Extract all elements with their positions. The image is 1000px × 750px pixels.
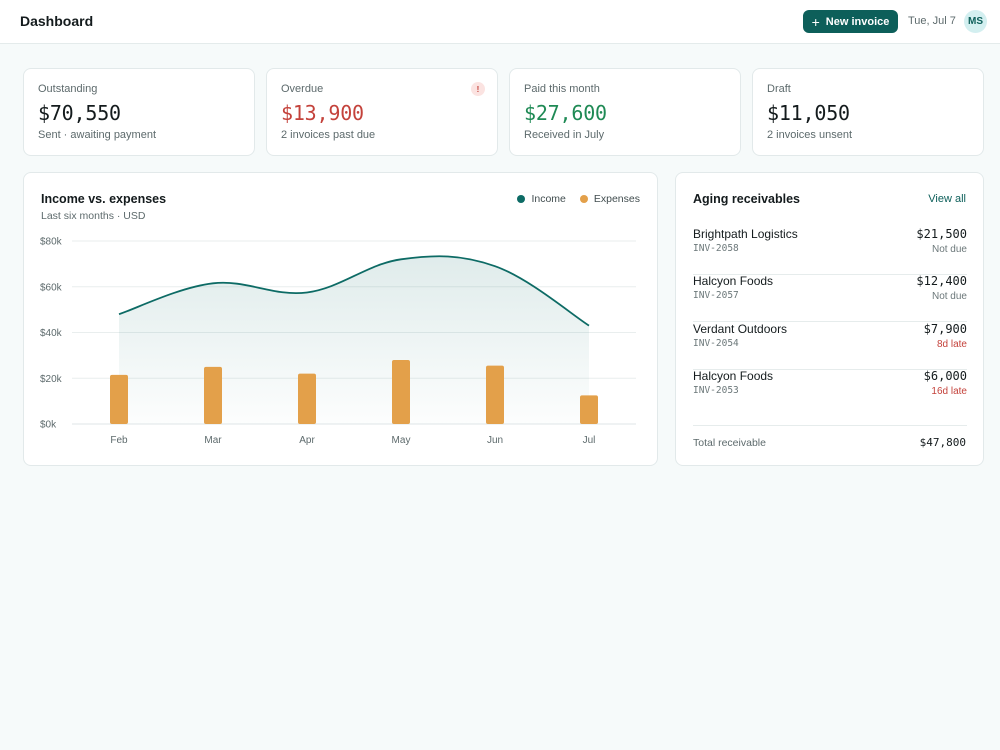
- row-status: Not due: [931, 291, 967, 302]
- chart-legend: Income Expenses: [517, 193, 640, 205]
- stat-card-overdue: Overdue ! $13,900 2 invoices past due: [266, 68, 498, 156]
- stat-label: Overdue: [281, 83, 324, 95]
- y-tick-label: $80k: [40, 237, 63, 248]
- stat-value: $27,600: [524, 101, 607, 125]
- y-tick-label: $0k: [40, 420, 57, 431]
- chart-subtitle: Last six months · USD: [41, 210, 146, 222]
- row-amount: $7,900: [923, 322, 967, 336]
- page-title: Dashboard: [20, 13, 94, 29]
- legend-expenses: Expenses: [579, 193, 640, 205]
- stat-value: $70,550: [38, 101, 121, 125]
- row-amount: $12,400: [916, 274, 967, 288]
- aging-row[interactable]: Halcyon Foods INV-2057 $12,400 Not due: [693, 274, 967, 322]
- stat-subtext: 2 invoices unsent: [767, 129, 852, 141]
- row-status: Not due: [931, 244, 967, 255]
- avatar[interactable]: MS: [964, 10, 987, 33]
- income-expenses-chart: $0k $20k $40k $60k $80k Feb Mar Apr May Jun Jul: [40, 237, 636, 446]
- y-tick-label: $60k: [40, 282, 63, 293]
- income-area: [119, 256, 589, 424]
- stat-label: Paid this month: [524, 83, 600, 95]
- income-line: [118, 255, 590, 327]
- expense-bar: [580, 395, 598, 424]
- legend-income-label: Income: [531, 193, 566, 205]
- y-tick-label: $40k: [40, 328, 63, 339]
- stat-card-paid: Paid this month $27,600 Received in July: [509, 68, 741, 156]
- income-expenses-card: Income vs. expenses Last six months · US…: [23, 172, 658, 466]
- aging-row[interactable]: Halcyon Foods INV-2053 $6,000 16d late: [693, 369, 967, 417]
- x-tick-label: Jun: [487, 435, 503, 446]
- row-client: Halcyon Foods: [693, 274, 774, 288]
- expense-bar: [110, 374, 128, 424]
- new-invoice-button[interactable]: + New invoice: [803, 10, 898, 33]
- x-tick-label: Mar: [204, 435, 222, 446]
- expenses-dot-icon: [579, 195, 588, 203]
- stat-label: Outstanding: [38, 83, 98, 95]
- x-tick-label: Jul: [583, 435, 596, 446]
- stat-subtext: Received in July: [524, 129, 605, 141]
- y-tick-label: $20k: [40, 374, 63, 385]
- row-amount: $6,000: [923, 369, 967, 383]
- alert-icon: !: [471, 82, 485, 96]
- total-divider: [693, 425, 967, 426]
- aging-title: Aging receivables: [693, 192, 800, 206]
- stat-value: $11,050: [767, 101, 850, 125]
- x-tick-label: Apr: [299, 435, 315, 446]
- aging-row[interactable]: Brightpath Logistics INV-2058 $21,500 No…: [693, 227, 967, 275]
- row-amount: $21,500: [916, 227, 967, 241]
- row-client: Brightpath Logistics: [693, 227, 798, 241]
- row-invoice: INV-2058: [693, 243, 739, 254]
- row-status: 8d late: [936, 339, 967, 350]
- stat-subtext: 2 invoices past due: [281, 129, 376, 141]
- legend-income: Income: [517, 193, 566, 205]
- row-status: 16d late: [931, 386, 967, 397]
- new-invoice-label: New invoice: [825, 15, 890, 28]
- stat-value: $13,900: [281, 101, 364, 125]
- expense-bar: [298, 373, 316, 424]
- stat-label: Draft: [767, 83, 791, 95]
- x-tick-label: May: [392, 435, 411, 446]
- plus-icon: +: [811, 13, 820, 30]
- top-bar: Dashboard + New invoice Tue, Jul 7 MS: [0, 0, 1000, 44]
- current-date: Tue, Jul 7: [908, 15, 956, 27]
- stat-subtext: Sent · awaiting payment: [38, 129, 157, 141]
- row-invoice: INV-2054: [693, 338, 739, 349]
- stat-card-outstanding: Outstanding $70,550 Sent · awaiting paym…: [23, 68, 255, 156]
- stat-card-draft: Draft $11,050 2 invoices unsent: [752, 68, 984, 156]
- view-all-link[interactable]: View all: [928, 193, 966, 205]
- row-client: Verdant Outdoors: [693, 322, 788, 336]
- row-client: Halcyon Foods: [693, 369, 774, 383]
- total-receivable-amount: $47,800: [919, 436, 966, 449]
- legend-expenses-label: Expenses: [593, 193, 640, 205]
- total-receivable-label: Total receivable: [693, 437, 766, 449]
- chart-title: Income vs. expenses: [41, 192, 167, 206]
- expense-bar: [486, 365, 504, 424]
- row-invoice: INV-2057: [693, 290, 739, 301]
- expense-bar: [204, 366, 222, 424]
- row-invoice: INV-2053: [693, 385, 739, 396]
- income-dot-icon: [517, 195, 526, 203]
- x-tick-label: Feb: [110, 435, 128, 446]
- aging-row[interactable]: Verdant Outdoors INV-2054 $7,900 8d late: [693, 322, 967, 370]
- aging-receivables-card: Aging receivables View all Brightpath Lo…: [675, 172, 984, 466]
- expense-bar: [392, 359, 410, 424]
